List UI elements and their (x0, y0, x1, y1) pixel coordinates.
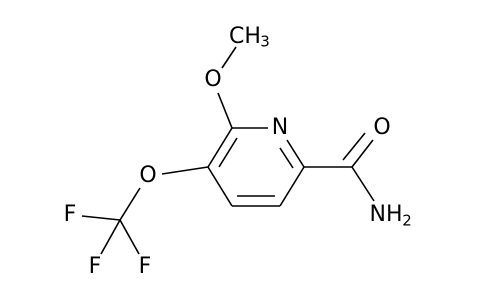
atom-label: F (139, 254, 152, 279)
bond (342, 132, 366, 161)
atom-label: O (373, 115, 390, 140)
bond (221, 46, 237, 69)
bond (286, 139, 305, 168)
bond (279, 166, 305, 207)
bond (100, 219, 121, 255)
bond (351, 139, 374, 168)
bond (81, 215, 121, 221)
atom-label: NH (370, 202, 403, 227)
atom-label: O (139, 163, 156, 188)
bond (119, 219, 140, 255)
bonds (81, 46, 375, 255)
bond (207, 166, 233, 207)
atom-label: F (64, 202, 77, 227)
atom-label: F (89, 254, 102, 279)
bond (218, 137, 238, 168)
atom-subscript: 2 (402, 212, 412, 230)
atom-labels: CH 3 O N O NH 2 O F F F (64, 24, 412, 279)
bond (217, 92, 233, 129)
bond (351, 166, 375, 202)
atom-label: O (204, 67, 221, 92)
atom-label: CH (229, 24, 261, 49)
atom-subscript: 3 (260, 33, 270, 51)
bond (161, 166, 209, 175)
bond (119, 187, 141, 221)
atom-label: N (272, 115, 288, 140)
bond (207, 127, 233, 168)
bond (279, 147, 294, 169)
